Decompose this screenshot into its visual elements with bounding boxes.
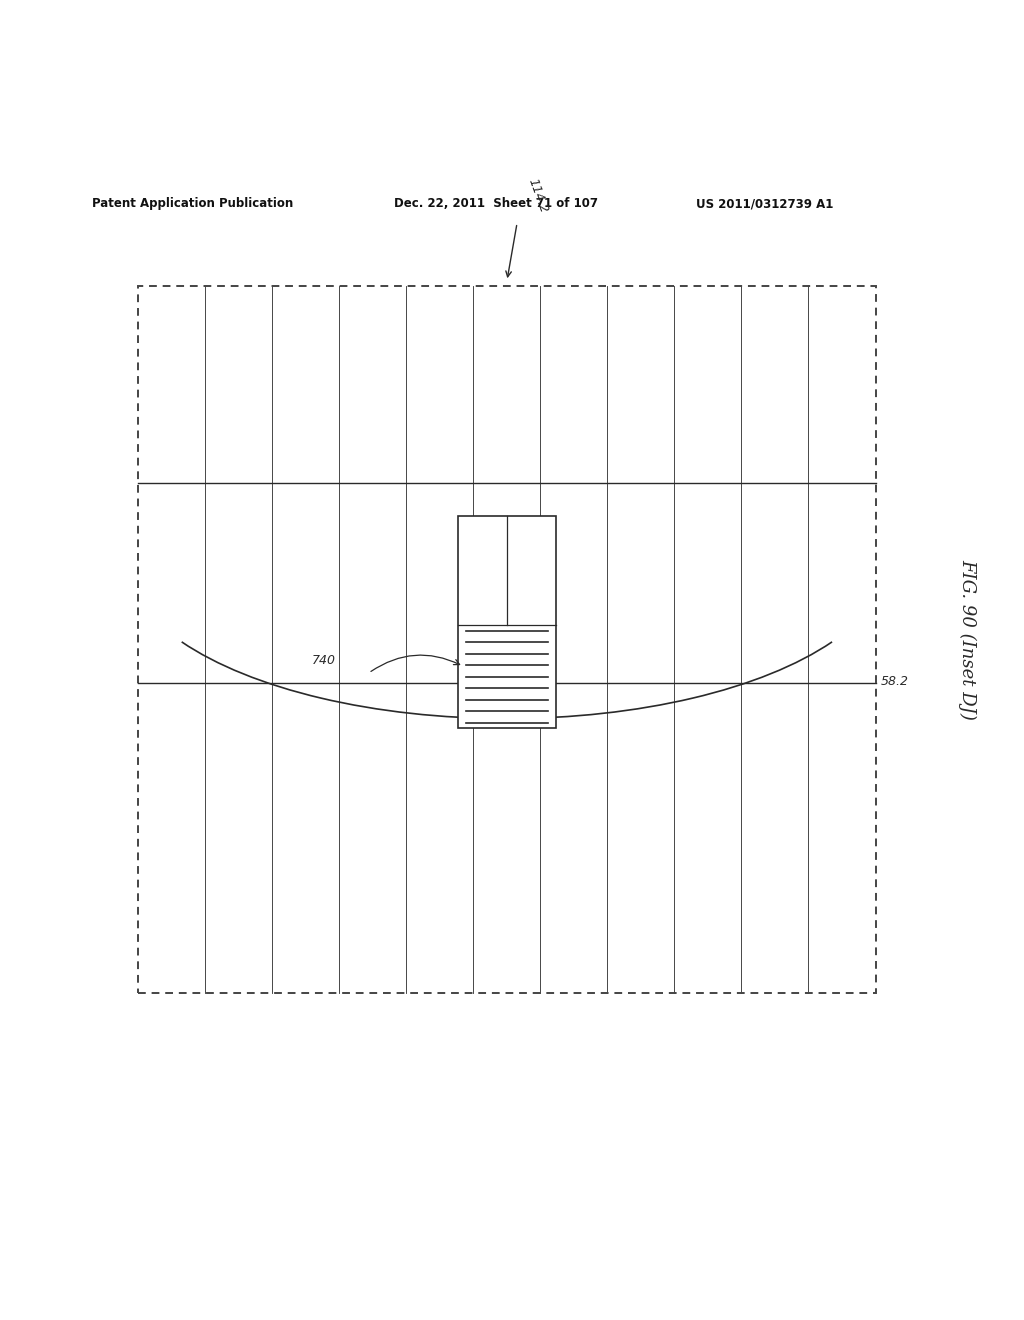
Bar bbox=[138, 286, 876, 993]
Text: US 2011/0312739 A1: US 2011/0312739 A1 bbox=[696, 197, 834, 210]
Text: 58.2: 58.2 bbox=[881, 676, 908, 689]
Text: 114.2: 114.2 bbox=[525, 177, 550, 215]
Text: Dec. 22, 2011  Sheet 71 of 107: Dec. 22, 2011 Sheet 71 of 107 bbox=[394, 197, 598, 210]
Text: FIG. 90 (Inset DJ): FIG. 90 (Inset DJ) bbox=[958, 560, 977, 719]
Bar bbox=[459, 516, 555, 727]
Text: Patent Application Publication: Patent Application Publication bbox=[92, 197, 294, 210]
Text: 740: 740 bbox=[312, 655, 336, 667]
